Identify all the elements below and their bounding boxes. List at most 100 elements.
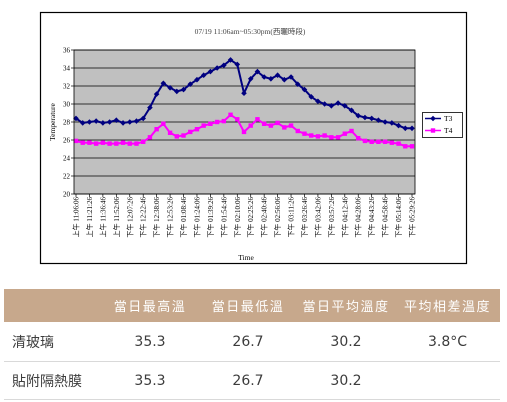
row-label: 清玻璃 [12, 334, 54, 351]
t3-data-point [409, 125, 415, 132]
t3-data-point [180, 86, 187, 93]
t4-data-point [396, 141, 401, 146]
x-tick-label: 下午 04:12:46 [340, 197, 349, 238]
t4-data-point [100, 140, 106, 145]
t3-data-point [328, 103, 335, 109]
x-tick-label: 上午 11:36:46 [98, 197, 107, 238]
t4-data-point [221, 118, 227, 124]
legend-item-t4: T4 [425, 126, 453, 135]
t4-data-point [403, 144, 408, 149]
t3-data-point [106, 119, 113, 125]
t3-data-point [147, 104, 153, 111]
t3-data-point [335, 100, 341, 106]
t4-data-point [376, 139, 381, 144]
t4-data-point [389, 140, 395, 145]
t4-data-point [107, 141, 112, 146]
t4-data-point [235, 117, 240, 122]
t3-data-point [93, 118, 99, 124]
t4-data-point [302, 131, 307, 136]
t4-data-point [161, 121, 166, 126]
t3-data-point [268, 76, 274, 82]
y-tick-label: 32 [63, 83, 71, 91]
x-tick-label: 下午 04:43:26 [367, 197, 376, 238]
table-cell: 26.7 [232, 372, 264, 389]
t4-data-point [409, 144, 415, 149]
x-tick-label: 上午 11:06:06 [72, 197, 81, 238]
t3-data-point [355, 112, 362, 119]
x-tick-label: 下午 03:11:26 [287, 197, 296, 238]
t3-data-point [395, 122, 402, 129]
t3-data-point [294, 81, 301, 87]
t3-data-point [241, 90, 247, 96]
table-cell: 30.2 [330, 333, 362, 350]
y-tick-label: 36 [63, 47, 71, 55]
y-tick-label: 30 [63, 101, 71, 109]
t3-data-point [160, 80, 167, 87]
x-tick-label: 下午 12:07:26 [125, 197, 134, 238]
x-tick-label: 下午 04:58:46 [381, 197, 390, 238]
t3-data-point [382, 119, 388, 125]
t3-data-point [375, 117, 382, 123]
x-axis-title: Time [238, 253, 254, 262]
t3-data-point [133, 118, 140, 124]
y-tick-label: 20 [63, 191, 71, 199]
t3-data-point [281, 76, 288, 83]
t4-data-point [295, 128, 300, 134]
x-tick-label: 下午 04:28:06 [354, 197, 363, 238]
legend-box [422, 112, 463, 138]
t4-data-point [80, 140, 85, 145]
x-tick-label: 上午 11:21:26 [85, 197, 94, 238]
table-cell: 35.3 [134, 372, 166, 389]
t4-data-point [174, 134, 179, 139]
x-tick-label: 下午 02:40:46 [260, 197, 269, 238]
t3-data-point [100, 120, 106, 126]
x-tick-label: 下午 05:29:26 [408, 197, 417, 238]
t4-data-point [342, 131, 347, 136]
t4-data-point [309, 133, 314, 138]
x-tick-label: 下午 01:39:26 [206, 197, 215, 238]
t4-data-point [362, 138, 368, 144]
x-tick-label: 下午 01:08:46 [179, 197, 188, 238]
t3-data-point [207, 68, 214, 75]
temperature-line-chart: 07/19 11:06am~05:30pm(西曬時段) 20 22 24 26 28 30… [39, 11, 468, 265]
legend-item-t3: T3 [425, 114, 453, 123]
t3-data-point [113, 117, 120, 123]
t3-data-point [221, 62, 227, 69]
y-axis-title: Temperature [48, 102, 57, 140]
t4-data-point [315, 134, 321, 139]
y-tick-label: 26 [63, 137, 71, 145]
t4-data-point [268, 123, 274, 128]
t4-data-point [114, 141, 119, 146]
t4-data-point [255, 117, 260, 122]
x-tick-label: 下午 03:42:06 [313, 197, 322, 238]
t4-data-point [120, 140, 126, 145]
t3-data-point [86, 119, 93, 125]
table-cell: 35.3 [134, 333, 166, 350]
t3-data-point [194, 76, 200, 83]
t3-data-point [308, 94, 314, 100]
t3-data-point [247, 76, 254, 82]
y-tick-label: 28 [63, 119, 71, 127]
y-tick-label: 22 [63, 173, 71, 181]
t4-data-point [282, 125, 287, 130]
table-cell: 3.8°C [427, 333, 468, 350]
plot-border [73, 49, 416, 195]
t4-data-point [134, 141, 139, 146]
t4-data-point [93, 141, 99, 146]
x-tick-label: 下午 02:10:06 [233, 197, 242, 238]
x-tick-label: 下午 12:22:46 [139, 197, 148, 238]
table-header-row: 當日最高溫 當日最低溫 當日平均溫度 平均相差溫度 [4, 289, 500, 322]
t3-data-point [214, 65, 220, 71]
t3-data-point [227, 57, 234, 63]
t4-data-point [369, 139, 374, 144]
t4-data-point [382, 139, 388, 144]
t4-data-point [322, 133, 327, 138]
t3-data-point [288, 74, 294, 80]
x-tick-label: 下午 12:38:06 [152, 197, 161, 238]
t4-data-point [356, 136, 361, 141]
t3-data-point [126, 119, 133, 125]
t4-data-point [228, 112, 233, 117]
t3-data-point [174, 88, 180, 95]
x-tick-label: 下午 01:24:06 [192, 197, 201, 238]
